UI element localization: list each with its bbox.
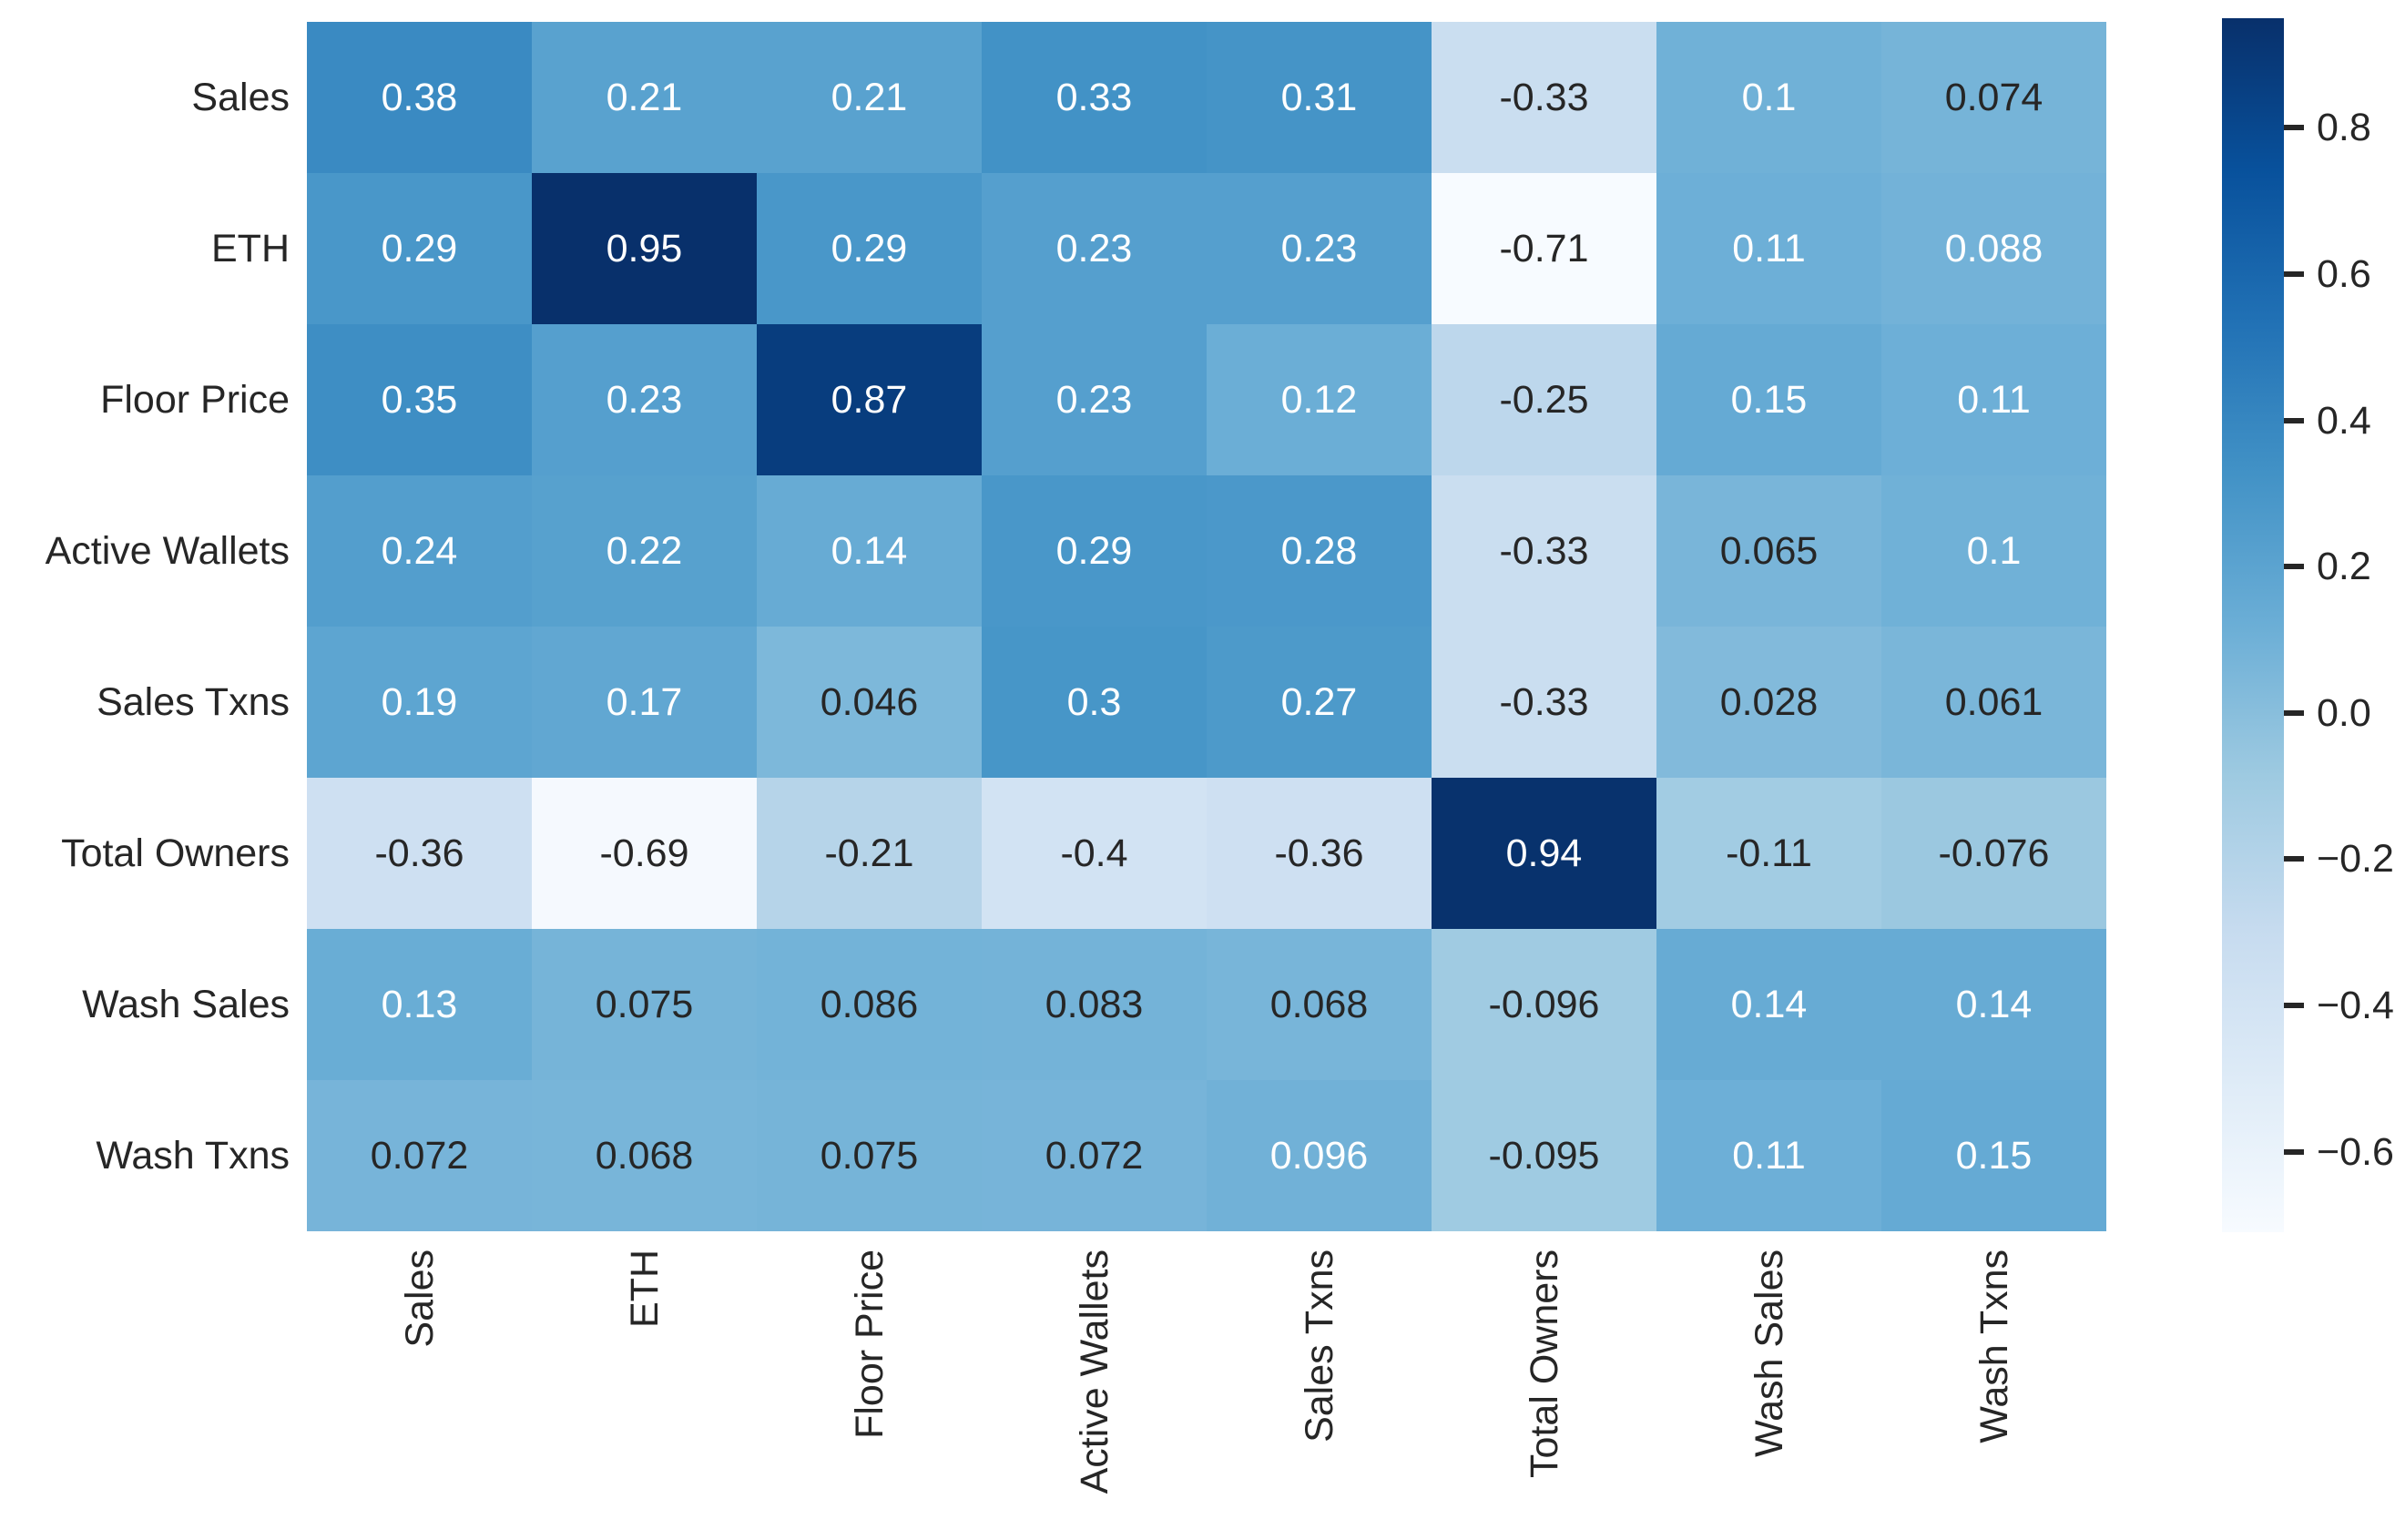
x-tick-label: Sales Txns xyxy=(1297,1249,1341,1443)
heatmap-cell: 0.29 xyxy=(982,475,1207,627)
y-tick-label: Wash Sales xyxy=(82,983,290,1026)
heatmap-cell: 0.14 xyxy=(757,475,982,627)
heatmap-cell: -0.69 xyxy=(532,778,757,929)
heatmap-cell: -0.096 xyxy=(1432,929,1656,1080)
heatmap-cell: 0.068 xyxy=(1207,929,1432,1080)
heatmap-cell: 0.21 xyxy=(757,22,982,173)
colorbar-tick-label: −0.6 xyxy=(2317,1129,2394,1174)
heatmap-cell: -0.25 xyxy=(1432,324,1656,475)
heatmap-cell: 0.28 xyxy=(1207,475,1432,627)
x-tick-label: Sales xyxy=(397,1249,442,1348)
heatmap-cell: -0.33 xyxy=(1432,627,1656,778)
heatmap-cell: 0.21 xyxy=(532,22,757,173)
y-tick-label: Total Owners xyxy=(61,831,290,875)
heatmap-cell: 0.23 xyxy=(532,324,757,475)
heatmap-cell: 0.086 xyxy=(757,929,982,1080)
heatmap-cell: 0.15 xyxy=(1656,324,1881,475)
heatmap-cell: 0.075 xyxy=(757,1080,982,1231)
heatmap-cell: 0.3 xyxy=(982,627,1207,778)
heatmap-cell: 0.19 xyxy=(307,627,532,778)
colorbar-tick-label: 0.2 xyxy=(2317,545,2371,589)
heatmap-cell: 0.13 xyxy=(307,929,532,1080)
colorbar-tick-label: 0.4 xyxy=(2317,398,2371,443)
colorbar-tick-mark xyxy=(2284,271,2304,278)
colorbar-tick-label: 0.8 xyxy=(2317,106,2371,150)
heatmap-cell: 0.075 xyxy=(532,929,757,1080)
heatmap-cell: 0.083 xyxy=(982,929,1207,1080)
heatmap-cell: 0.31 xyxy=(1207,22,1432,173)
heatmap-cell: 0.95 xyxy=(532,173,757,324)
colorbar-tick-label: 0.6 xyxy=(2317,252,2371,297)
heatmap-cell: -0.33 xyxy=(1432,475,1656,627)
colorbar-gradient xyxy=(2222,18,2284,1232)
heatmap-cell: -0.33 xyxy=(1432,22,1656,173)
heatmap-cell: 0.046 xyxy=(757,627,982,778)
heatmap-cell: 0.096 xyxy=(1207,1080,1432,1231)
heatmap-cell: 0.23 xyxy=(982,173,1207,324)
colorbar-tick-mark xyxy=(2284,125,2304,131)
x-tick-label: Active Wallets xyxy=(1072,1249,1116,1494)
x-tick-label: ETH xyxy=(622,1249,667,1328)
x-tick-label: Total Owners xyxy=(1522,1249,1566,1478)
colorbar-tick-mark xyxy=(2284,417,2304,423)
colorbar-tick-label: −0.4 xyxy=(2317,984,2394,1028)
x-tick-label: Wash Txns xyxy=(1972,1249,2016,1443)
y-tick-label: Sales Txns xyxy=(97,680,290,724)
heatmap-cell: 0.29 xyxy=(757,173,982,324)
y-tick-label: Active Wallets xyxy=(45,529,290,573)
heatmap-cell: 0.24 xyxy=(307,475,532,627)
heatmap-cell: 0.065 xyxy=(1656,475,1881,627)
heatmap-cell: 0.14 xyxy=(1881,929,2106,1080)
heatmap-cell: 0.11 xyxy=(1881,324,2106,475)
heatmap-cell: 0.38 xyxy=(307,22,532,173)
heatmap-cell: 0.27 xyxy=(1207,627,1432,778)
heatmap-cell: 0.23 xyxy=(1207,173,1432,324)
heatmap-cell: -0.095 xyxy=(1432,1080,1656,1231)
colorbar-tick-label: 0.0 xyxy=(2317,690,2371,735)
heatmap-cell: 0.11 xyxy=(1656,173,1881,324)
colorbar-tick-label: −0.2 xyxy=(2317,837,2394,882)
x-tick-label: Wash Sales xyxy=(1747,1249,1791,1457)
heatmap-cell: 0.33 xyxy=(982,22,1207,173)
heatmap-cell: 0.15 xyxy=(1881,1080,2106,1231)
heatmap-cell: 0.088 xyxy=(1881,173,2106,324)
heatmap-cell: 0.23 xyxy=(982,324,1207,475)
heatmap-cell: 0.1 xyxy=(1656,22,1881,173)
heatmap-cell: -0.11 xyxy=(1656,778,1881,929)
heatmap-cell: 0.068 xyxy=(532,1080,757,1231)
heatmap-cell: 0.29 xyxy=(307,173,532,324)
heatmap-cell: 0.074 xyxy=(1881,22,2106,173)
heatmap-cell: 0.072 xyxy=(982,1080,1207,1231)
heatmap-cell: 0.028 xyxy=(1656,627,1881,778)
y-tick-label: Wash Txns xyxy=(96,1134,290,1178)
y-tick-label: Floor Price xyxy=(100,378,290,422)
x-tick-label: Floor Price xyxy=(847,1249,892,1439)
heatmap-cell: 0.11 xyxy=(1656,1080,1881,1231)
heatmap-cell: 0.17 xyxy=(532,627,757,778)
colorbar-tick-mark xyxy=(2284,564,2304,570)
heatmap-cell: 0.061 xyxy=(1881,627,2106,778)
heatmap-cell: 0.1 xyxy=(1881,475,2106,627)
y-tick-label: ETH xyxy=(211,227,290,270)
heatmap-cell: -0.36 xyxy=(1207,778,1432,929)
colorbar-tick-mark xyxy=(2284,856,2304,862)
heatmap-cell: 0.22 xyxy=(532,475,757,627)
heatmap-cell: -0.4 xyxy=(982,778,1207,929)
colorbar-tick-mark xyxy=(2284,709,2304,716)
y-tick-label: Sales xyxy=(191,76,290,119)
heatmap-cell: -0.21 xyxy=(757,778,982,929)
colorbar-tick-mark xyxy=(2284,1148,2304,1155)
heatmap-cell: 0.94 xyxy=(1432,778,1656,929)
colorbar-tick-mark xyxy=(2284,1003,2304,1009)
heatmap-cell: 0.14 xyxy=(1656,929,1881,1080)
heatmap-cell: -0.71 xyxy=(1432,173,1656,324)
heatmap-cell: -0.36 xyxy=(307,778,532,929)
heatmap-cell: 0.072 xyxy=(307,1080,532,1231)
heatmap-cell: 0.35 xyxy=(307,324,532,475)
heatmap-cell: 0.12 xyxy=(1207,324,1432,475)
heatmap-cell: -0.076 xyxy=(1881,778,2106,929)
heatmap-cell: 0.87 xyxy=(757,324,982,475)
